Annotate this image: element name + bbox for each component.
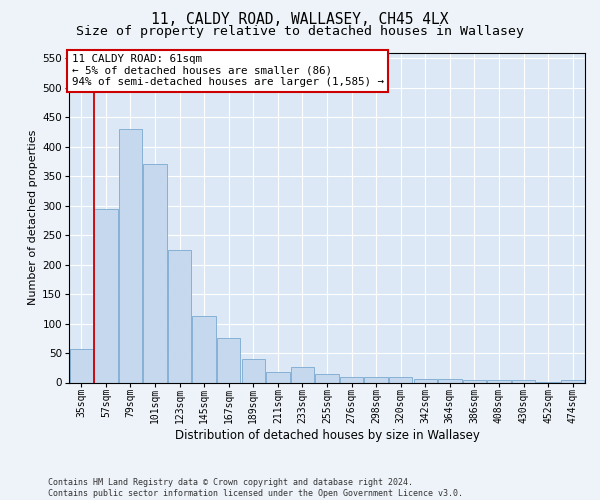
Bar xyxy=(340,376,363,382)
Bar xyxy=(143,164,167,382)
Y-axis label: Number of detached properties: Number of detached properties xyxy=(28,130,38,305)
Bar xyxy=(413,379,437,382)
Bar xyxy=(512,380,535,382)
Text: Contains HM Land Registry data © Crown copyright and database right 2024.
Contai: Contains HM Land Registry data © Crown c… xyxy=(48,478,463,498)
Bar xyxy=(94,208,118,382)
Bar xyxy=(364,376,388,382)
Bar xyxy=(463,380,486,382)
Bar xyxy=(438,379,461,382)
Bar xyxy=(193,316,216,382)
Bar xyxy=(242,359,265,382)
Text: 11 CALDY ROAD: 61sqm
← 5% of detached houses are smaller (86)
94% of semi-detach: 11 CALDY ROAD: 61sqm ← 5% of detached ho… xyxy=(71,54,383,88)
Bar xyxy=(70,349,93,382)
Text: 11, CALDY ROAD, WALLASEY, CH45 4LX: 11, CALDY ROAD, WALLASEY, CH45 4LX xyxy=(151,12,449,28)
Bar xyxy=(119,129,142,382)
Bar xyxy=(316,374,338,382)
Bar xyxy=(561,380,584,382)
Bar xyxy=(291,366,314,382)
Bar xyxy=(266,372,290,382)
Bar xyxy=(389,376,412,382)
Bar xyxy=(487,380,511,382)
X-axis label: Distribution of detached houses by size in Wallasey: Distribution of detached houses by size … xyxy=(175,429,479,442)
Text: Size of property relative to detached houses in Wallasey: Size of property relative to detached ho… xyxy=(76,25,524,38)
Bar xyxy=(217,338,241,382)
Bar xyxy=(168,250,191,382)
